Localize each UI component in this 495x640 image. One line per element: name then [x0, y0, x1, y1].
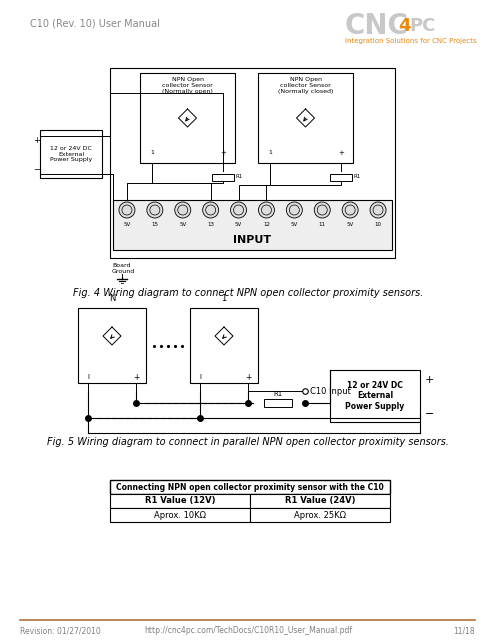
Circle shape	[205, 205, 216, 215]
Bar	[250, 508, 390, 522]
Text: 1: 1	[221, 294, 227, 303]
Circle shape	[342, 202, 358, 218]
Text: 1: 1	[268, 150, 272, 156]
Circle shape	[261, 205, 271, 215]
Bar	[212, 173, 234, 180]
Circle shape	[373, 205, 383, 215]
Circle shape	[314, 202, 330, 218]
Text: +: +	[220, 150, 226, 156]
Text: Revision: 01/27/2010: Revision: 01/27/2010	[20, 626, 101, 635]
Text: R1 Value (24V): R1 Value (24V)	[285, 497, 355, 506]
Bar	[330, 173, 352, 180]
Text: Board
Ground: Board Ground	[112, 263, 135, 274]
Text: 5V: 5V	[346, 222, 354, 227]
Text: 13: 13	[207, 222, 214, 227]
Text: +: +	[33, 136, 40, 145]
Bar	[190, 308, 258, 383]
Circle shape	[317, 205, 327, 215]
Text: l: l	[87, 374, 89, 380]
Text: R1: R1	[273, 391, 282, 397]
Text: 5V: 5V	[123, 222, 131, 227]
Text: N: N	[109, 294, 115, 303]
Circle shape	[231, 202, 247, 218]
Circle shape	[119, 202, 135, 218]
Text: 12: 12	[263, 222, 270, 227]
Circle shape	[345, 205, 355, 215]
Bar	[40, 130, 102, 178]
Circle shape	[290, 205, 299, 215]
Text: 5V: 5V	[179, 222, 187, 227]
Bar	[110, 494, 250, 508]
Bar	[250, 494, 390, 508]
Circle shape	[370, 202, 386, 218]
Text: −: −	[425, 409, 435, 419]
Circle shape	[178, 205, 188, 215]
Text: R1: R1	[354, 175, 361, 179]
Text: C10 (Rev. 10) User Manual: C10 (Rev. 10) User Manual	[30, 18, 160, 28]
Bar	[78, 308, 146, 383]
Text: PC: PC	[409, 17, 436, 35]
Circle shape	[175, 202, 191, 218]
Bar	[263, 399, 292, 407]
Text: R1 Value (12V): R1 Value (12V)	[145, 497, 215, 506]
Text: Integration Solutions for CNC Projects: Integration Solutions for CNC Projects	[345, 38, 477, 44]
Text: NPN Open
collector Sensor
(Normally open): NPN Open collector Sensor (Normally open…	[162, 77, 213, 93]
Text: 5V: 5V	[291, 222, 298, 227]
Text: 11/18: 11/18	[453, 626, 475, 635]
Text: +: +	[425, 375, 435, 385]
Text: 5V: 5V	[235, 222, 242, 227]
Circle shape	[147, 202, 163, 218]
Text: INPUT: INPUT	[234, 235, 272, 245]
Circle shape	[122, 205, 132, 215]
Text: 11: 11	[319, 222, 326, 227]
Text: Aprox. 25KΩ: Aprox. 25KΩ	[294, 511, 346, 520]
Text: 12 or 24V DC
External
Power Supply: 12 or 24V DC External Power Supply	[50, 146, 92, 163]
Text: http://cnc4pc.com/TechDocs/C10R10_User_Manual.pdf: http://cnc4pc.com/TechDocs/C10R10_User_M…	[144, 626, 352, 635]
Bar	[110, 508, 250, 522]
Text: 15: 15	[151, 222, 158, 227]
Circle shape	[258, 202, 274, 218]
Text: 1: 1	[150, 150, 154, 156]
Text: l: l	[199, 374, 201, 380]
Text: R1: R1	[236, 175, 243, 179]
Circle shape	[150, 205, 160, 215]
Bar	[110, 68, 395, 258]
Text: CNC: CNC	[345, 12, 409, 40]
Circle shape	[286, 202, 302, 218]
Text: Connecting NPN open collector proximity sensor with the C10: Connecting NPN open collector proximity …	[116, 483, 384, 492]
Text: −: −	[33, 165, 40, 174]
Bar	[140, 73, 235, 163]
Bar	[113, 200, 392, 250]
Text: +: +	[245, 372, 251, 381]
Text: Fig. 4 Wiring diagram to connect NPN open collector proximity sensors.: Fig. 4 Wiring diagram to connect NPN ope…	[73, 288, 423, 298]
Text: +: +	[133, 372, 139, 381]
Text: +: +	[338, 150, 344, 156]
Text: NPN Open
collector Sensor
(Normally closed): NPN Open collector Sensor (Normally clos…	[278, 77, 333, 93]
Circle shape	[202, 202, 219, 218]
Bar	[330, 370, 420, 422]
Text: 4: 4	[398, 17, 410, 35]
Text: Fig. 5 Wiring diagram to connect in parallel NPN open collector proximity sensor: Fig. 5 Wiring diagram to connect in para…	[47, 437, 449, 447]
Text: 12 or 24V DC
External
Power Supply: 12 or 24V DC External Power Supply	[346, 381, 404, 411]
Bar	[258, 73, 353, 163]
Text: C10 Input: C10 Input	[310, 387, 351, 396]
Text: 10: 10	[375, 222, 382, 227]
Text: Aprox. 10KΩ: Aprox. 10KΩ	[154, 511, 206, 520]
Bar	[110, 480, 390, 494]
Circle shape	[234, 205, 244, 215]
